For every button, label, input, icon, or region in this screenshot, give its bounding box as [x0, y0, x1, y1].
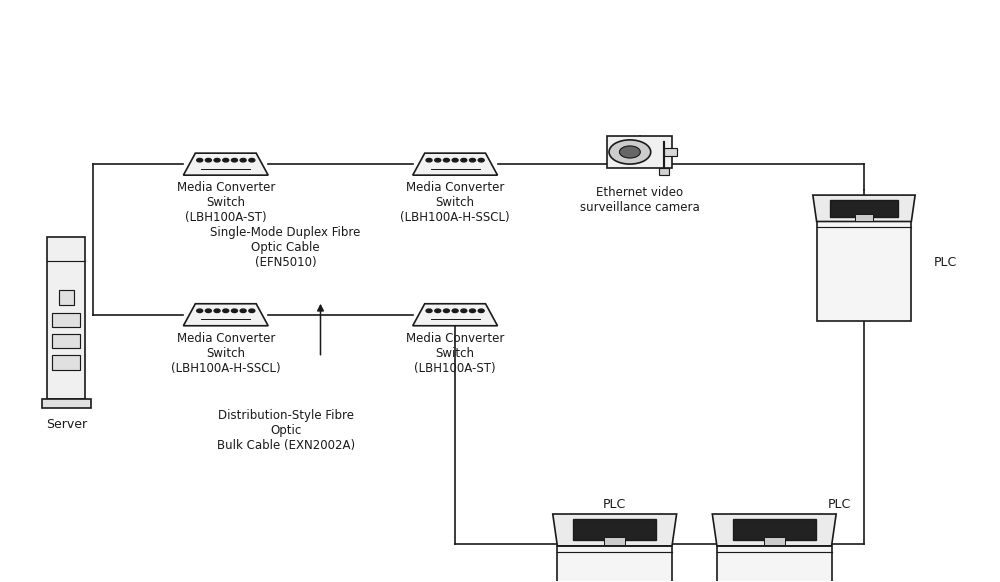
Text: PLC: PLC: [827, 498, 851, 510]
Circle shape: [619, 146, 640, 158]
Circle shape: [452, 309, 458, 313]
Circle shape: [426, 309, 432, 313]
Circle shape: [426, 158, 432, 162]
Circle shape: [240, 158, 246, 162]
Circle shape: [435, 158, 441, 162]
Circle shape: [249, 158, 255, 162]
Text: Ethernet video
surveillance camera: Ethernet video surveillance camera: [580, 186, 699, 214]
Circle shape: [249, 309, 255, 313]
Circle shape: [197, 309, 203, 313]
FancyBboxPatch shape: [52, 334, 80, 349]
FancyBboxPatch shape: [764, 537, 785, 545]
Circle shape: [609, 140, 651, 164]
Circle shape: [223, 158, 229, 162]
Polygon shape: [413, 304, 498, 326]
Polygon shape: [183, 153, 268, 175]
Text: Single-Mode Duplex Fibre
Optic Cable
(EFN5010): Single-Mode Duplex Fibre Optic Cable (EF…: [210, 226, 361, 269]
Circle shape: [435, 309, 441, 313]
Circle shape: [240, 309, 246, 313]
FancyBboxPatch shape: [573, 519, 656, 540]
FancyBboxPatch shape: [52, 355, 80, 370]
FancyBboxPatch shape: [42, 399, 91, 409]
Circle shape: [443, 309, 449, 313]
Text: Media Converter
Switch
(LBH100A-ST): Media Converter Switch (LBH100A-ST): [177, 181, 275, 224]
Circle shape: [478, 158, 484, 162]
Circle shape: [205, 158, 211, 162]
Circle shape: [231, 309, 237, 313]
Circle shape: [470, 158, 475, 162]
Polygon shape: [553, 514, 677, 546]
FancyBboxPatch shape: [717, 546, 832, 582]
Polygon shape: [813, 195, 915, 222]
Circle shape: [231, 158, 237, 162]
FancyBboxPatch shape: [59, 290, 74, 304]
Text: Media Converter
Switch
(LBH100A-H-SSCL): Media Converter Switch (LBH100A-H-SSCL): [171, 332, 281, 375]
Text: Server: Server: [46, 418, 87, 431]
FancyBboxPatch shape: [817, 222, 911, 321]
FancyBboxPatch shape: [855, 214, 873, 221]
FancyBboxPatch shape: [604, 537, 625, 545]
Text: Distribution-Style Fibre
Optic
Bulk Cable (EXN2002A): Distribution-Style Fibre Optic Bulk Cabl…: [217, 409, 355, 452]
FancyBboxPatch shape: [659, 168, 669, 175]
FancyBboxPatch shape: [664, 148, 677, 156]
FancyBboxPatch shape: [733, 519, 816, 540]
Circle shape: [214, 158, 220, 162]
FancyBboxPatch shape: [830, 200, 898, 217]
Text: Media Converter
Switch
(LBH100A-ST): Media Converter Switch (LBH100A-ST): [406, 332, 504, 375]
FancyBboxPatch shape: [557, 546, 672, 582]
Circle shape: [197, 158, 203, 162]
Polygon shape: [712, 514, 836, 546]
Text: PLC: PLC: [603, 498, 626, 510]
Circle shape: [452, 158, 458, 162]
Circle shape: [470, 309, 475, 313]
Circle shape: [478, 309, 484, 313]
Text: Media Converter
Switch
(LBH100A-H-SSCL): Media Converter Switch (LBH100A-H-SSCL): [400, 181, 510, 224]
Circle shape: [205, 309, 211, 313]
FancyBboxPatch shape: [47, 236, 85, 399]
Circle shape: [461, 309, 467, 313]
Circle shape: [443, 158, 449, 162]
Circle shape: [223, 309, 229, 313]
FancyBboxPatch shape: [52, 313, 80, 328]
Polygon shape: [183, 304, 268, 326]
Circle shape: [461, 158, 467, 162]
Text: PLC: PLC: [934, 255, 957, 268]
Polygon shape: [413, 153, 498, 175]
Circle shape: [214, 309, 220, 313]
FancyBboxPatch shape: [607, 136, 672, 168]
